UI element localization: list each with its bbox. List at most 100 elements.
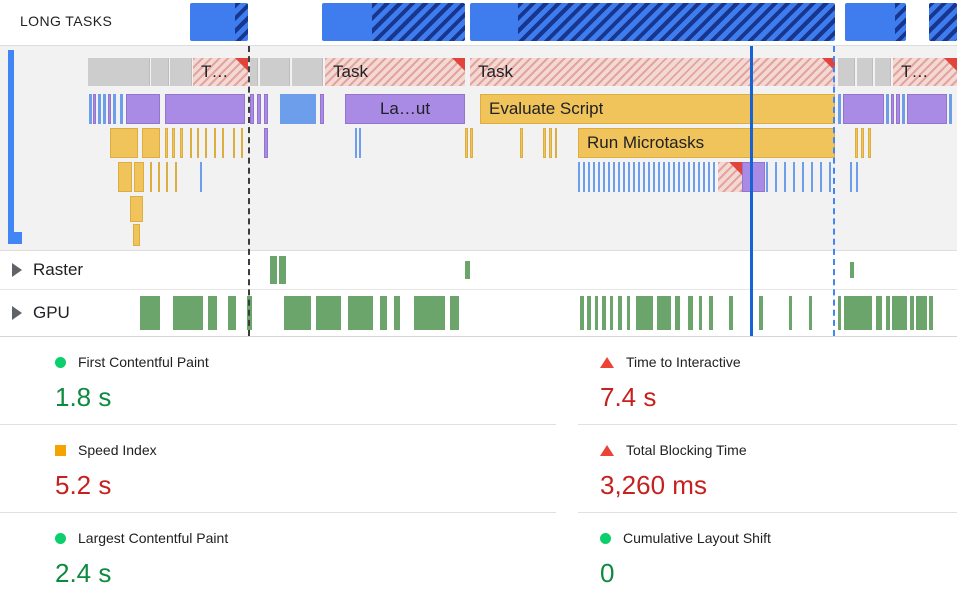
flame-bar[interactable]	[886, 94, 889, 124]
flame-bar[interactable]	[172, 128, 175, 158]
flame-bar-task[interactable]: Task	[470, 58, 835, 86]
flame-bar[interactable]	[113, 94, 116, 124]
flame-bar[interactable]	[130, 196, 143, 222]
metric-label: Time to Interactive	[626, 354, 741, 370]
flame-bar[interactable]	[197, 128, 199, 158]
flame-bar[interactable]	[355, 128, 357, 158]
flame-bar[interactable]	[891, 94, 894, 124]
flame-bar[interactable]	[126, 94, 160, 124]
flame-bar[interactable]	[949, 94, 952, 124]
long-task-bar-solid	[190, 3, 235, 41]
flame-bar[interactable]	[856, 162, 858, 192]
gpu-activity-bar	[316, 296, 341, 330]
flame-bar[interactable]	[110, 128, 138, 158]
flame-bar[interactable]	[578, 162, 718, 192]
flame-bar[interactable]	[214, 128, 216, 158]
flame-bar[interactable]	[359, 128, 361, 158]
flame-bar[interactable]	[205, 128, 207, 158]
flame-bar[interactable]	[838, 58, 855, 86]
flame-bar[interactable]	[549, 128, 552, 158]
flame-bar-evaluate-script[interactable]: Evaluate Script	[480, 94, 835, 124]
flame-bar[interactable]	[165, 128, 168, 158]
flame-bar[interactable]	[93, 94, 96, 124]
raster-activity-bar	[279, 256, 286, 284]
flame-bar[interactable]	[520, 128, 523, 158]
flame-bar[interactable]	[907, 94, 947, 124]
flame-bar[interactable]	[165, 94, 245, 124]
flame-bar[interactable]	[158, 162, 160, 192]
pass-circle-icon	[55, 532, 66, 544]
flame-bar-task[interactable]: Task	[325, 58, 465, 86]
flame-bar[interactable]	[857, 58, 873, 86]
flame-bar[interactable]	[875, 58, 891, 86]
flame-bar-run-microtasks[interactable]: Run Microtasks	[578, 128, 835, 158]
flame-bar[interactable]	[264, 94, 268, 124]
flame-bar[interactable]	[902, 94, 905, 124]
long-task-bar-solid	[845, 3, 895, 41]
flame-bar[interactable]	[89, 94, 92, 124]
flame-bar[interactable]	[470, 128, 473, 158]
flame-bar[interactable]	[200, 162, 202, 192]
flame-bar[interactable]	[850, 162, 852, 192]
flame-bar[interactable]	[543, 128, 546, 158]
flame-bar[interactable]	[843, 94, 884, 124]
flame-bar[interactable]	[108, 94, 111, 124]
selection-left-marker	[8, 50, 14, 242]
gpu-activity-bar	[876, 296, 882, 330]
flame-bar[interactable]	[292, 58, 323, 86]
flame-bar[interactable]	[257, 94, 261, 124]
flame-bar[interactable]	[151, 58, 169, 86]
flame-bar[interactable]	[134, 162, 144, 192]
pass-circle-icon	[55, 356, 66, 368]
flame-bar[interactable]	[465, 128, 468, 158]
flame-bar[interactable]	[250, 94, 254, 124]
flame-bar-la-ut[interactable]: La…ut	[345, 94, 465, 124]
flame-bar[interactable]	[280, 94, 316, 124]
flame-bar[interactable]	[555, 128, 557, 158]
flame-bar[interactable]	[98, 94, 101, 124]
flame-chart[interactable]: T… Task Task T… La…ut Evaluate Script Run Micr…	[0, 46, 957, 251]
long-task-bar[interactable]	[470, 3, 835, 41]
flame-bar[interactable]	[233, 128, 235, 158]
long-task-bar[interactable]	[845, 3, 906, 41]
flame-bar[interactable]	[120, 94, 123, 124]
flame-bar[interactable]	[142, 128, 160, 158]
flame-bar[interactable]	[88, 58, 150, 86]
flame-bar[interactable]	[264, 128, 268, 158]
gpu-activity-bar	[759, 296, 763, 330]
flame-bar[interactable]	[320, 94, 324, 124]
flame-bar[interactable]	[118, 162, 132, 192]
flame-bar[interactable]	[222, 128, 224, 158]
raster-expand-icon[interactable]	[12, 263, 22, 277]
long-task-bar[interactable]	[322, 3, 465, 41]
flame-bar[interactable]	[742, 162, 765, 192]
long-task-bar[interactable]	[190, 3, 248, 41]
gpu-expand-icon[interactable]	[12, 306, 22, 320]
gpu-activity-bar	[657, 296, 671, 330]
flame-bar[interactable]	[150, 162, 152, 192]
flame-bar[interactable]	[861, 128, 864, 158]
flame-bar[interactable]	[241, 128, 243, 158]
flame-bar[interactable]	[766, 162, 835, 192]
flame-bar[interactable]	[175, 162, 177, 192]
flame-bar[interactable]	[180, 128, 183, 158]
long-task-bar[interactable]	[929, 3, 957, 41]
long-task-corner-icon	[822, 58, 835, 71]
flame-bar[interactable]	[250, 58, 258, 86]
flame-bar[interactable]	[855, 128, 858, 158]
flame-bar[interactable]	[896, 94, 900, 124]
flame-bar[interactable]	[868, 128, 871, 158]
gpu-activity-bar	[394, 296, 400, 330]
flame-bar[interactable]	[718, 162, 742, 192]
flame-bar[interactable]	[838, 94, 841, 124]
flame-bar[interactable]	[170, 58, 192, 86]
flame-bar[interactable]	[133, 224, 140, 246]
flame-bar[interactable]	[260, 58, 290, 86]
flame-bar[interactable]	[166, 162, 168, 192]
flame-bar-t-[interactable]: T…	[893, 58, 957, 86]
flame-bar-t-[interactable]: T…	[193, 58, 248, 86]
flame-bar[interactable]	[190, 128, 192, 158]
flame-bar[interactable]	[103, 94, 106, 124]
gpu-activity-bar	[688, 296, 693, 330]
